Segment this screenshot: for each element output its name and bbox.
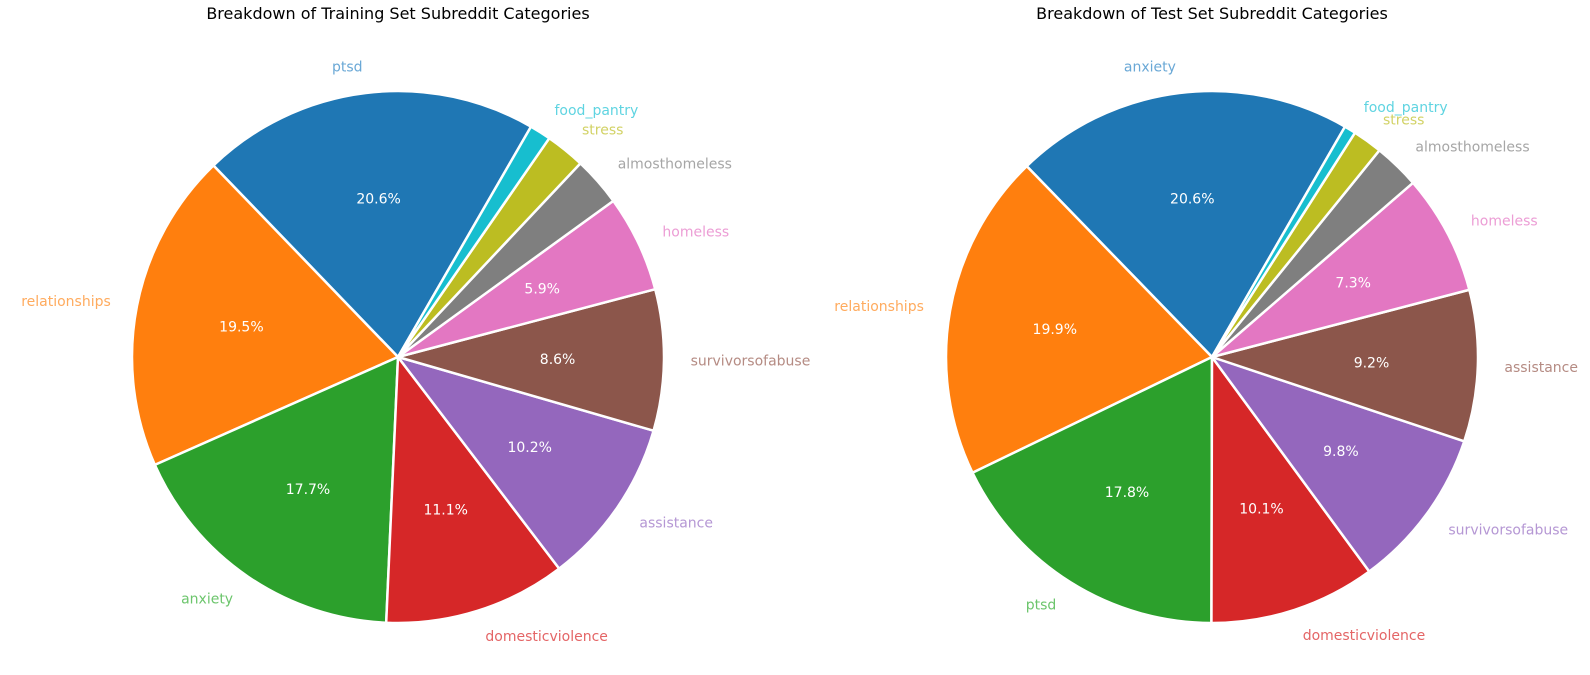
test-slice-homeless — [1210, 181, 1471, 359]
test-pct-survivorsofabuse: 9.8% — [1323, 444, 1359, 460]
test-label-ptsd: ptsd — [1026, 598, 1057, 614]
test-pct-anxiety: 20.6% — [1170, 192, 1214, 208]
training-label-relationships: relationships — [21, 294, 111, 310]
test-label-stress: stress — [1383, 113, 1424, 129]
test-slice-assistance — [1210, 288, 1480, 443]
training-slice-relationships — [130, 164, 400, 467]
training-slice-survivorsofabuse — [396, 287, 666, 432]
test-label-domesticviolence: domesticviolence — [1303, 628, 1426, 644]
training-slice-ptsd — [212, 89, 533, 359]
test-pct-ptsd: 17.8% — [1105, 485, 1149, 501]
training-label-food-pantry: food_pantry — [555, 103, 639, 119]
test-label-assistance: assistance — [1504, 360, 1578, 376]
test-label-survivorsofabuse: survivorsofabuse — [1448, 523, 1568, 539]
test-slice-relationships — [944, 164, 1214, 475]
test-pct-domesticviolence: 10.1% — [1239, 502, 1283, 518]
training-pct-relationships: 19.5% — [219, 319, 263, 335]
test-labels: anxiety 20.6% relationships 19.9% ptsd 17.8% d… — [834, 60, 1578, 645]
training-pct-survivorsofabuse: 8.6% — [540, 352, 576, 368]
test-pct-homeless: 7.3% — [1335, 276, 1371, 292]
training-label-anxiety: anxiety — [181, 592, 233, 608]
training-pie-chart: Breakdown of Training Set Subreddit Cate… — [21, 4, 810, 645]
training-label-ptsd: ptsd — [332, 60, 363, 76]
test-label-food-pantry: food_pantry — [1364, 100, 1448, 116]
test-pie-chart: Breakdown of Test Set Subreddit Categori… — [834, 4, 1578, 644]
training-slice-food-pantry — [396, 125, 551, 359]
training-label-survivorsofabuse: survivorsofabuse — [691, 353, 811, 369]
test-label-almosthomeless: almosthomeless — [1415, 140, 1529, 156]
test-chart-title: Breakdown of Test Set Subreddit Categori… — [1036, 4, 1388, 23]
test-slice-survivorsofabuse — [1210, 355, 1466, 573]
training-pct-domesticviolence: 11.1% — [423, 502, 467, 518]
training-chart-title: Breakdown of Training Set Subreddit Cate… — [206, 4, 589, 23]
test-label-relationships: relationships — [834, 299, 924, 315]
training-slice-domesticviolence — [384, 355, 561, 625]
test-slice-domesticviolence — [1210, 355, 1371, 625]
training-label-almosthomeless: almosthomeless — [618, 157, 732, 173]
test-slice-anxiety — [1025, 89, 1347, 359]
test-slice-food-pantry — [1210, 125, 1357, 359]
training-pct-anxiety: 17.7% — [286, 482, 330, 498]
training-pct-homeless: 5.9% — [524, 282, 560, 298]
training-pct-assistance: 10.2% — [507, 440, 551, 456]
training-slice-anxiety — [153, 355, 400, 624]
training-slices — [130, 89, 666, 625]
training-pct-ptsd: 20.6% — [356, 192, 400, 208]
test-label-homeless: homeless — [1471, 214, 1538, 230]
training-label-stress: stress — [582, 123, 623, 139]
training-slice-assistance — [396, 355, 655, 570]
test-slices — [944, 89, 1480, 625]
training-label-assistance: assistance — [639, 515, 713, 531]
test-pct-assistance: 9.2% — [1354, 355, 1390, 371]
test-label-anxiety: anxiety — [1124, 60, 1176, 76]
test-pct-relationships: 19.9% — [1033, 322, 1077, 338]
training-labels: ptsd 20.6% relationships 19.5% anxiety 17.7% d… — [21, 60, 810, 646]
test-slice-ptsd — [971, 355, 1214, 625]
training-label-domesticviolence: domesticviolence — [485, 629, 608, 645]
training-label-homeless: homeless — [662, 225, 729, 241]
